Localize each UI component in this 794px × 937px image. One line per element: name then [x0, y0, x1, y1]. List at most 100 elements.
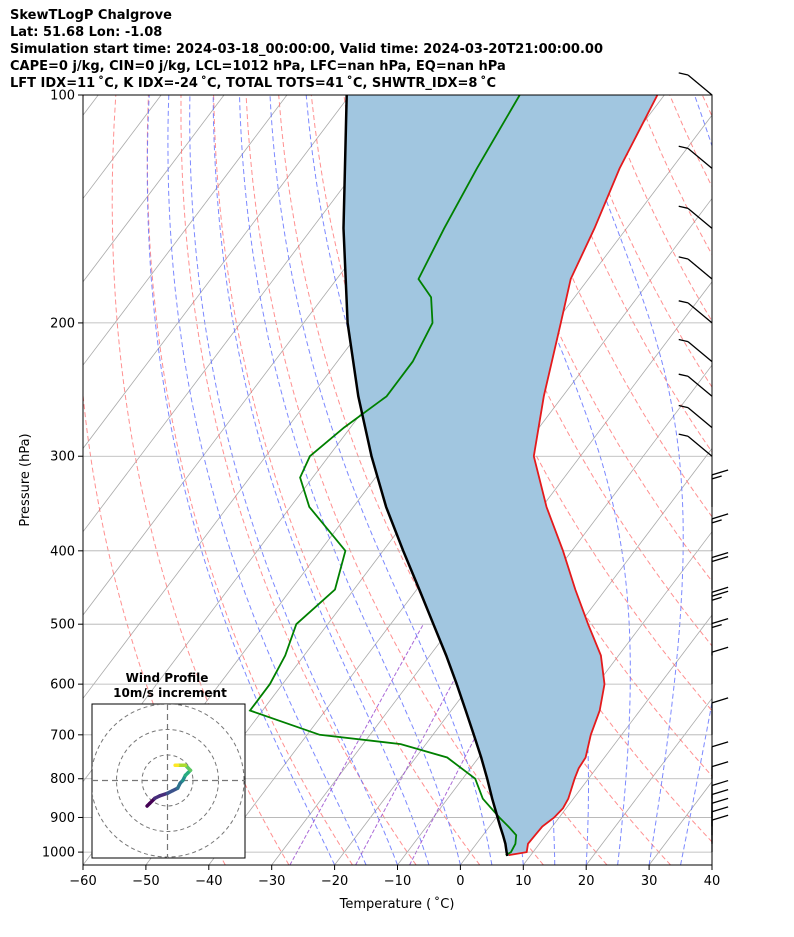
y-tick-label: 800 [50, 772, 75, 787]
wind-barb [678, 338, 713, 363]
wind-barb-flag [711, 623, 722, 629]
isotherm-line [585, 697, 712, 865]
wind-barb-flag [711, 741, 729, 748]
x-tick-label: −10 [384, 874, 411, 889]
x-tick-label: −40 [195, 874, 222, 889]
y-tick-label: 100 [50, 89, 75, 104]
wind-barb [711, 806, 729, 844]
wind-barb-staff [687, 341, 713, 363]
parcel-profile-line [342, 95, 509, 857]
y-tick-label: 900 [50, 811, 75, 826]
dry-adiabat-line [180, 95, 417, 865]
wind-barb-flag [678, 145, 689, 150]
y-tick-label: 400 [50, 544, 75, 559]
wind-barb [711, 646, 729, 685]
x-tick-label: 30 [641, 874, 658, 889]
hodograph-title: Wind Profile [126, 671, 209, 685]
isotherm-line [83, 95, 225, 283]
title-latlon: Lat: 51.68 Lon: -1.08 [10, 25, 163, 40]
temperature-line [508, 95, 659, 856]
wind-barb [711, 469, 729, 507]
wind-barb-flag [711, 596, 722, 601]
hodograph-subtitle: 10m/s increment [113, 686, 227, 700]
isotherm-line [271, 281, 712, 865]
isotherm-line [83, 95, 99, 116]
isotherm-line [334, 364, 712, 865]
dry-adiabat-line [441, 95, 712, 647]
dewpoint-line [248, 95, 521, 856]
wind-barb [711, 586, 729, 625]
x-axis-label: Temperature ( ˚C) [339, 896, 455, 912]
wind-barb-flag [678, 300, 689, 304]
dry-adiabat-line [473, 95, 712, 583]
wind-barb-staff [687, 435, 713, 457]
wind-barb-flag [711, 590, 729, 597]
wind-barb-flag [678, 373, 689, 377]
sounding-profiles [248, 95, 659, 857]
x-tick-label: 20 [578, 874, 595, 889]
isotherm-line [648, 781, 712, 865]
wind-barb-flag [711, 556, 729, 563]
wind-barb-flag [711, 814, 729, 821]
x-tick-label: −50 [132, 874, 159, 889]
wind-barb [678, 145, 713, 169]
x-tick-label: 10 [515, 874, 532, 889]
dry-adiabat-line [146, 95, 353, 865]
moist-adiabat-line [146, 95, 336, 865]
x-tick-label: 40 [704, 874, 721, 889]
wind-barb [678, 300, 713, 324]
isotherm-line [711, 864, 712, 865]
wind-barb [678, 72, 713, 96]
wind-barb-flag [711, 646, 729, 653]
dry-adiabat-line [213, 95, 481, 865]
wind-barb [678, 256, 713, 280]
wind-barb-flag [711, 475, 722, 480]
wind-barb-flag [711, 513, 729, 520]
dry-adiabat-line [571, 95, 712, 388]
hodograph-ring [141, 754, 194, 807]
dry-adiabat-line [636, 95, 712, 256]
isotherm-line [522, 614, 712, 865]
wind-barb [678, 404, 713, 429]
wind-barb-flag [678, 338, 689, 343]
wind-barb-staff [687, 258, 713, 280]
dry-adiabat-line [735, 95, 794, 865]
y-tick-label: 1000 [42, 846, 75, 861]
wind-barb-flag [678, 256, 689, 260]
wind-barb-flag [711, 806, 729, 813]
wind-barb-flag [711, 519, 722, 524]
moist-adiabat-line [239, 95, 461, 865]
dry-adiabat-line [111, 95, 290, 865]
x-axis-ticks: −60 −50 −40 −30 −20 −10 0 10 20 30 40 [69, 865, 720, 889]
wind-barb-flag [711, 779, 729, 787]
hodograph [92, 704, 245, 858]
wind-barb [678, 433, 713, 457]
title-indices: LFT IDX=11 ˚C, K IDX=-24 ˚C, TOTAL TOTS=… [10, 76, 497, 91]
wind-barb-staff [687, 74, 713, 96]
wind-barb [711, 697, 729, 735]
wind-barb-flag [711, 797, 729, 804]
wind-barb-flag [678, 433, 689, 437]
y-tick-label: 600 [50, 678, 75, 693]
chart-title-block: SkewTLogP Chalgrove Lat: 51.68 Lon: -1.0… [10, 7, 603, 92]
wind-barb-flag [678, 404, 689, 409]
mixing-ratio-line [409, 623, 535, 865]
title-times: Simulation start time: 2024-03-18_00:00:… [10, 42, 603, 57]
wind-barb [711, 797, 729, 836]
wind-barb-staff [687, 147, 713, 169]
wind-barb-flag [711, 697, 729, 704]
wind-barb-staff [687, 375, 713, 397]
moist-adiabat-line [212, 95, 430, 865]
dry-adiabat-line [538, 95, 712, 453]
title-cape-cin: CAPE=0 j/kg, CIN=0 j/kg, LCL=1012 hPa, L… [10, 59, 506, 74]
dry-adiabat-line [767, 95, 794, 865]
wind-barb-staff [687, 407, 713, 429]
wind-barb-flag [711, 552, 729, 559]
moist-adiabat-line [167, 95, 367, 865]
y-axis-label: Pressure (hPa) [18, 433, 33, 526]
wind-barb [678, 373, 713, 397]
dry-adiabat-line [701, 95, 712, 118]
y-tick-label: 300 [50, 450, 75, 465]
isotherm-line [83, 95, 288, 366]
